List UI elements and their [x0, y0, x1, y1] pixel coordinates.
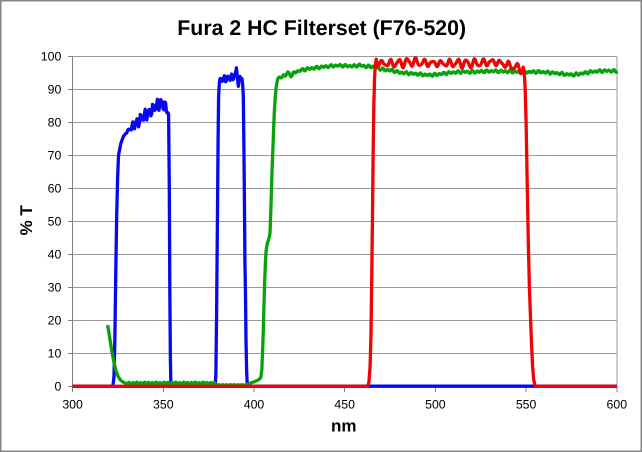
svg-text:nm: nm [331, 417, 357, 436]
svg-text:550: 550 [516, 398, 537, 412]
svg-text:100: 100 [41, 50, 62, 64]
svg-text:20: 20 [48, 314, 62, 328]
svg-text:30: 30 [48, 281, 62, 295]
svg-text:10: 10 [48, 347, 62, 361]
svg-text:350: 350 [153, 398, 174, 412]
svg-text:300: 300 [62, 398, 83, 412]
svg-text:% T: % T [17, 205, 36, 236]
svg-text:0: 0 [54, 380, 61, 394]
svg-text:600: 600 [607, 398, 628, 412]
svg-text:70: 70 [48, 149, 62, 163]
svg-text:400: 400 [244, 398, 265, 412]
svg-text:60: 60 [48, 182, 62, 196]
svg-text:90: 90 [48, 83, 62, 97]
svg-text:80: 80 [48, 116, 62, 130]
svg-text:40: 40 [48, 248, 62, 262]
svg-text:50: 50 [48, 215, 62, 229]
svg-text:450: 450 [334, 398, 355, 412]
svg-text:Fura 2 HC Filterset (F76-520): Fura 2 HC Filterset (F76-520) [177, 16, 466, 40]
svg-text:500: 500 [425, 398, 446, 412]
